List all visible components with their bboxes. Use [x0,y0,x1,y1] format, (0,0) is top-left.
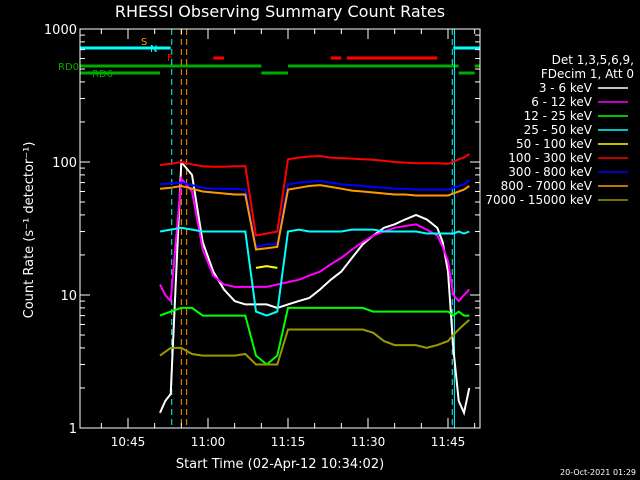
legend-entry-label: 300 - 800 keV [508,165,592,179]
series-line [159,153,470,237]
series-line [159,306,470,366]
plot-frame [79,28,481,429]
legend-entry-label: 800 - 7000 keV [501,179,593,193]
y-tick-label: 1 [69,422,77,437]
legend-entry-label: 50 - 100 keV [516,137,593,151]
x-tick-label: 11:45 [431,435,466,449]
flag-bars [80,46,480,75]
flag-label: N [150,44,157,55]
legend-entry-label: 12 - 25 keV [524,109,593,123]
legend-entry-label: 3 - 6 keV [539,81,593,95]
series-line [159,179,470,249]
flag-label: F [167,53,173,64]
legend-entry-label: 7000 - 15000 keV [485,193,592,207]
flag-label: S [141,37,147,48]
x-tick-label: 11:00 [191,435,226,449]
y-axis-ticks: 1 10 100 1000 [44,23,480,437]
series-line [159,226,470,317]
y-tick-label: 100 [52,156,77,171]
y-axis-label: Count Rate (s⁻¹ detector⁻¹) [22,142,37,319]
flag-label: RD0 [58,62,79,73]
series-line [159,159,471,417]
flag-labels: RD0 RD6 F SN [58,37,173,80]
legend-header-1: Det 1,3,5,6,9, [552,53,634,67]
legend-entry-label: 25 - 50 keV [524,123,593,137]
legend-entry-label: 6 - 12 keV [531,95,593,109]
data-series [159,153,471,417]
x-tick-label: 11:30 [351,435,386,449]
chart-title: RHESSI Observing Summary Count Rates [115,2,445,21]
series-line [159,319,470,366]
series-line [159,176,471,304]
x-axis-label: Start Time (02-Apr-12 10:34:02) [176,457,384,472]
x-axis-ticks: 10:45 11:00 11:15 11:30 11:45 [100,29,476,449]
x-tick-label: 10:45 [111,435,146,449]
legend-header-2: FDecim 1, Att 0 [541,67,634,81]
series-line [159,184,470,251]
series-line [255,265,278,269]
legend-entry-label: 100 - 300 keV [508,151,592,165]
flag-label: RD6 [92,69,113,80]
legend: Det 1,3,5,6,9, FDecim 1, Att 0 3 - 6 keV… [485,53,634,207]
x-tick-label: 11:15 [271,435,306,449]
footer-date: 20-Oct-2021 01:29 [560,468,636,477]
y-tick-label: 1000 [44,23,77,38]
y-tick-label: 10 [60,289,77,304]
